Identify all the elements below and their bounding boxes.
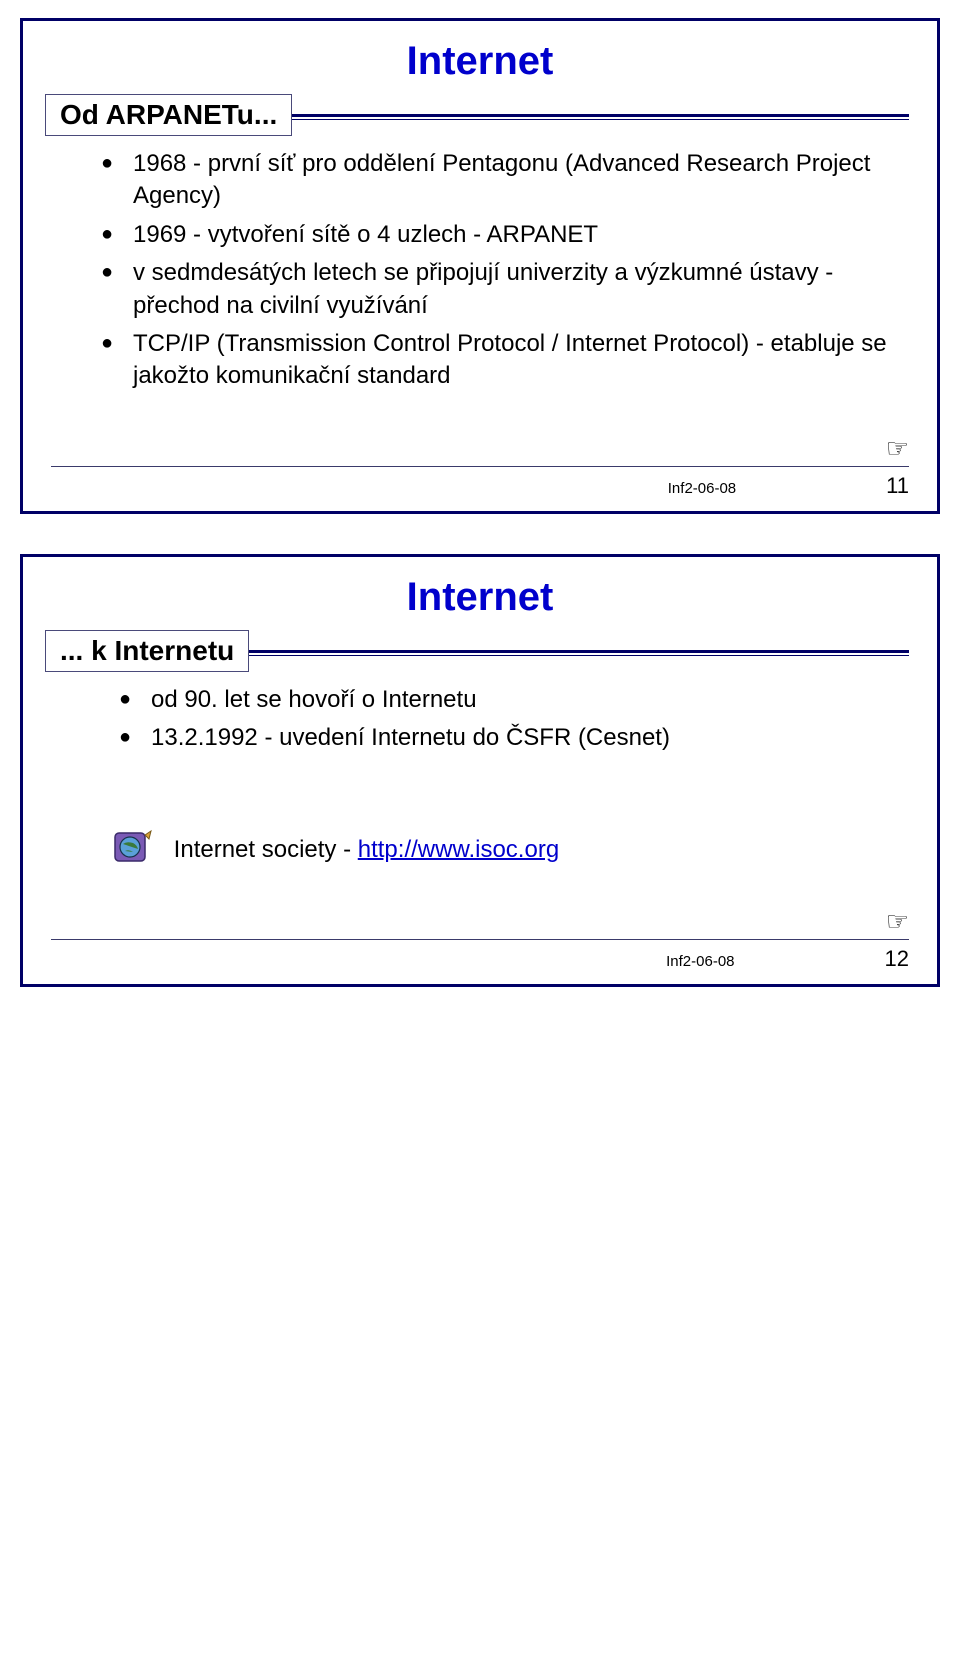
- page-number: 11: [886, 473, 909, 499]
- footer-code: Inf2-06-08: [668, 480, 736, 497]
- slide-subtitle: Od ARPANETu...: [45, 94, 292, 136]
- bullet-list: 1968 - první síť pro oddělení Pentagonu …: [101, 148, 909, 393]
- globe-icon: [111, 825, 155, 876]
- list-item: TCP/IP (Transmission Control Protocol / …: [101, 328, 909, 393]
- footer-row: Inf2-06-08 12: [51, 946, 909, 972]
- page-number: 12: [885, 946, 909, 972]
- footer-rule: [51, 466, 909, 467]
- society-line: Internet society - http://www.isoc.org: [111, 825, 909, 876]
- pointing-hand-icon: ☞: [51, 906, 909, 937]
- footer-code: Inf2-06-08: [666, 953, 734, 970]
- bullet-list: od 90. let se hovoří o Internetu 13.2.19…: [119, 684, 909, 755]
- slide-content: 1968 - první síť pro oddělení Pentagonu …: [101, 148, 909, 393]
- list-item: 1968 - první síť pro oddělení Pentagonu …: [101, 148, 909, 213]
- slide-footer: ☞ Inf2-06-08 12: [51, 906, 909, 972]
- society-link[interactable]: http://www.isoc.org: [358, 835, 559, 862]
- list-item: od 90. let se hovoří o Internetu: [119, 684, 909, 716]
- list-item: 13.2.1992 - uvedení Internetu do ČSFR (C…: [119, 722, 909, 754]
- slide-content: od 90. let se hovoří o Internetu 13.2.19…: [119, 684, 909, 755]
- slide-footer: ☞ Inf2-06-08 11: [51, 433, 909, 499]
- slide-2: Internet ... k Internetu od 90. let se h…: [20, 554, 940, 987]
- slide-1: Internet Od ARPANETu... 1968 - první síť…: [20, 18, 940, 514]
- title-region: Internet Od ARPANETu...: [51, 39, 909, 120]
- title-region: Internet ... k Internetu: [51, 575, 909, 656]
- slide-title: Internet: [51, 575, 909, 620]
- slide-title: Internet: [51, 39, 909, 84]
- list-item: 1969 - vytvoření sítě o 4 uzlech - ARPAN…: [101, 219, 909, 251]
- footer-row: Inf2-06-08 11: [51, 473, 909, 499]
- society-text: Internet society -: [174, 835, 358, 862]
- list-item: v sedmdesátých letech se připojují unive…: [101, 257, 909, 322]
- footer-rule: [51, 939, 909, 940]
- slide-subtitle: ... k Internetu: [45, 630, 249, 672]
- pointing-hand-icon: ☞: [51, 433, 909, 464]
